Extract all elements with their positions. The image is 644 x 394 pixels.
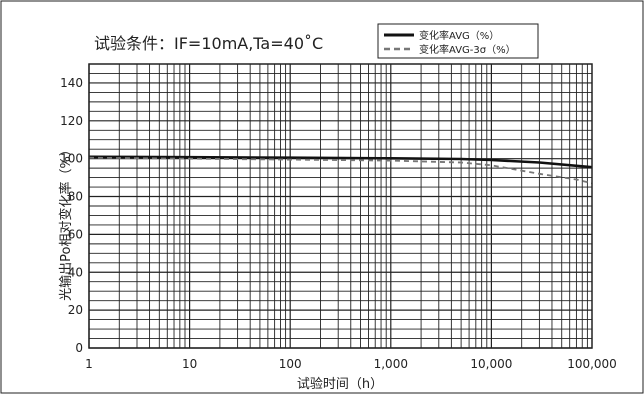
legend-label-avg-3sigma: 变化率AVG-3σ（%） bbox=[419, 43, 516, 56]
y-tick-label: 100 bbox=[60, 152, 83, 166]
x-axis-ticks: 1 10 100 1,000 10,000 100,000 bbox=[85, 357, 617, 371]
y-axis-label: 光输出Po相对变化率（%） bbox=[58, 143, 74, 301]
chart-title: 试验条件：IF=10mA,Ta=40˚C bbox=[94, 34, 323, 53]
y-tick-label: 80 bbox=[68, 190, 83, 204]
series-line-1 bbox=[88, 156, 593, 185]
plot-area bbox=[88, 63, 593, 349]
y-tick-label: 0 bbox=[75, 341, 83, 355]
x-tick-label: 10 bbox=[182, 357, 197, 371]
legend: 变化率AVG（%） 变化率AVG-3σ（%） bbox=[377, 23, 539, 59]
x-tick-label: 1 bbox=[85, 357, 93, 371]
y-tick-label: 140 bbox=[60, 76, 83, 90]
x-tick-label: 10,000 bbox=[470, 357, 512, 371]
y-tick-label: 120 bbox=[60, 114, 83, 128]
x-axis-label: 试验时间（h） bbox=[297, 376, 383, 392]
series-layer bbox=[88, 155, 593, 185]
legend-label-avg: 变化率AVG（%） bbox=[419, 29, 499, 42]
x-tick-label: 100,000 bbox=[567, 357, 617, 371]
x-tick-label: 1,000 bbox=[374, 357, 408, 371]
y-axis-ticks: 0 20 40 60 80 100 120 140 bbox=[60, 76, 83, 355]
legend-box bbox=[377, 23, 539, 59]
y-tick-label: 60 bbox=[68, 227, 83, 241]
y-tick-label: 20 bbox=[68, 303, 83, 317]
series-line-0 bbox=[88, 155, 593, 169]
x-tick-label: 100 bbox=[279, 357, 302, 371]
y-tick-label: 40 bbox=[68, 265, 83, 279]
